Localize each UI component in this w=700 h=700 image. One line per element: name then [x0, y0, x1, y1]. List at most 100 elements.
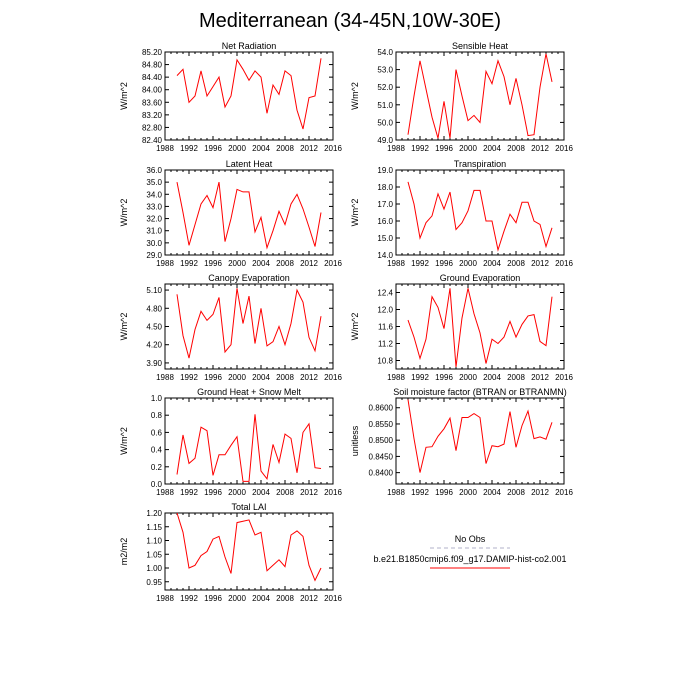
x-tick-label: 1988 — [156, 259, 174, 268]
panel-title: Transpiration — [454, 159, 506, 169]
y-tick-label: 0.8550 — [369, 420, 394, 429]
series-line — [407, 181, 553, 252]
y-tick-label: 4.50 — [146, 323, 162, 332]
series-line — [407, 53, 553, 139]
y-tick-label: 85.20 — [142, 48, 163, 57]
series-line — [407, 288, 553, 367]
x-tick-label: 2000 — [228, 373, 246, 382]
y-tick-label: 0.8450 — [369, 452, 394, 461]
x-tick-label: 1992 — [180, 488, 198, 497]
x-tick-label: 1988 — [387, 259, 405, 268]
panel-title: Ground Evaporation — [440, 273, 521, 283]
series-line — [407, 399, 553, 473]
y-tick-label: 18.0 — [377, 183, 393, 192]
x-tick-label: 2004 — [483, 488, 501, 497]
y-tick-label: 53.0 — [377, 66, 393, 75]
y-axis-label: W/m^2 — [350, 199, 360, 227]
x-tick-label: 2008 — [507, 144, 525, 153]
chart-panel: Ground Heat + Snow Melt W/m^2 0.0 0.2 0.4 0.6… — [119, 387, 342, 497]
y-tick-label: 0.2 — [151, 463, 163, 472]
y-axis-label: W/m^2 — [119, 82, 129, 110]
x-tick-label: 1996 — [435, 259, 453, 268]
y-axis-label: m2/m2 — [119, 538, 129, 566]
series-line — [176, 58, 322, 130]
panel-title: Ground Heat + Snow Melt — [197, 387, 301, 397]
y-tick-label: 54.0 — [377, 48, 393, 57]
y-tick-label: 1.05 — [146, 550, 162, 559]
y-tick-label: 16.0 — [377, 217, 393, 226]
panel-title: Total LAI — [231, 502, 266, 512]
x-tick-label: 2008 — [276, 259, 294, 268]
y-tick-label: 33.0 — [146, 202, 162, 211]
x-tick-label: 2012 — [531, 259, 549, 268]
y-tick-label: 49.0 — [377, 136, 393, 145]
x-tick-label: 1988 — [156, 488, 174, 497]
series-line — [176, 414, 322, 482]
y-tick-label: 84.00 — [142, 86, 163, 95]
x-tick-label: 2000 — [459, 144, 477, 153]
y-tick-label: 1.0 — [151, 394, 163, 403]
series-line — [176, 288, 322, 359]
legend-model-label: b.e21.B1850cmip6.f09_g17.DAMIP-hist-co2.… — [373, 554, 566, 564]
y-tick-label: 83.60 — [142, 98, 163, 107]
x-tick-label: 1988 — [387, 373, 405, 382]
x-tick-label: 2012 — [531, 373, 549, 382]
chart-panel: Net Radiation W/m^2 82.40 82.80 83.20 83.60 84… — [119, 41, 342, 153]
y-tick-label: 31.0 — [146, 227, 162, 236]
x-tick-label: 1996 — [435, 373, 453, 382]
y-tick-label: 3.90 — [146, 359, 162, 368]
x-tick-label: 1996 — [204, 373, 222, 382]
panel-title: Soil moisture factor (BTRAN or BTRANMN) — [393, 387, 567, 397]
x-tick-label: 1992 — [180, 594, 198, 603]
x-tick-label: 2000 — [459, 259, 477, 268]
x-tick-label: 2012 — [300, 144, 318, 153]
x-tick-label: 2016 — [555, 144, 573, 153]
chart-panel: Total LAI m2/m2 0.95 1.00 1.05 1.10 1.15 1.20 19… — [119, 502, 342, 603]
x-tick-label: 2000 — [459, 488, 477, 497]
x-tick-label: 2008 — [276, 488, 294, 497]
panel-title: Canopy Evaporation — [208, 273, 290, 283]
y-tick-label: 1.20 — [146, 509, 162, 518]
panels-group: Net Radiation W/m^2 82.40 82.80 83.20 83.60 84… — [119, 41, 573, 603]
x-tick-label: 2004 — [483, 144, 501, 153]
x-tick-label: 2012 — [300, 488, 318, 497]
x-tick-label: 1992 — [411, 488, 429, 497]
x-tick-label: 1988 — [387, 488, 405, 497]
x-tick-label: 2004 — [252, 144, 270, 153]
y-tick-label: 52.0 — [377, 83, 393, 92]
x-tick-label: 2000 — [228, 259, 246, 268]
chart-panel: Latent Heat W/m^2 29.0 30.0 31.0 32.0 33.0 34.0… — [119, 159, 342, 268]
y-tick-label: 51.0 — [377, 101, 393, 110]
x-tick-label: 2016 — [324, 488, 342, 497]
y-tick-label: 0.8400 — [369, 469, 394, 478]
x-tick-label: 2000 — [228, 488, 246, 497]
x-tick-label: 1988 — [387, 144, 405, 153]
y-tick-label: 30.0 — [146, 239, 162, 248]
x-tick-label: 2016 — [324, 594, 342, 603]
x-tick-label: 2004 — [252, 594, 270, 603]
y-tick-label: 5.10 — [146, 286, 162, 295]
x-tick-label: 2016 — [324, 259, 342, 268]
y-tick-label: 36.0 — [146, 166, 162, 175]
x-tick-label: 2016 — [324, 144, 342, 153]
y-tick-label: 12.0 — [377, 306, 393, 315]
x-tick-label: 2012 — [531, 488, 549, 497]
y-tick-label: 32.0 — [146, 215, 162, 224]
x-tick-label: 2008 — [276, 144, 294, 153]
y-tick-label: 1.10 — [146, 537, 162, 546]
series-line — [176, 181, 322, 250]
x-tick-label: 1996 — [204, 259, 222, 268]
x-tick-label: 1996 — [204, 488, 222, 497]
x-tick-label: 2004 — [483, 373, 501, 382]
y-axis-label: W/m^2 — [350, 313, 360, 341]
x-tick-label: 2008 — [507, 488, 525, 497]
x-tick-label: 2016 — [555, 373, 573, 382]
x-tick-label: 2016 — [555, 488, 573, 497]
y-tick-label: 82.80 — [142, 123, 163, 132]
chart-panel: Soil moisture factor (BTRAN or BTRANMN) u… — [350, 387, 573, 497]
y-tick-label: 83.20 — [142, 111, 163, 120]
x-tick-label: 2012 — [300, 594, 318, 603]
y-tick-label: 0.8600 — [369, 404, 394, 413]
